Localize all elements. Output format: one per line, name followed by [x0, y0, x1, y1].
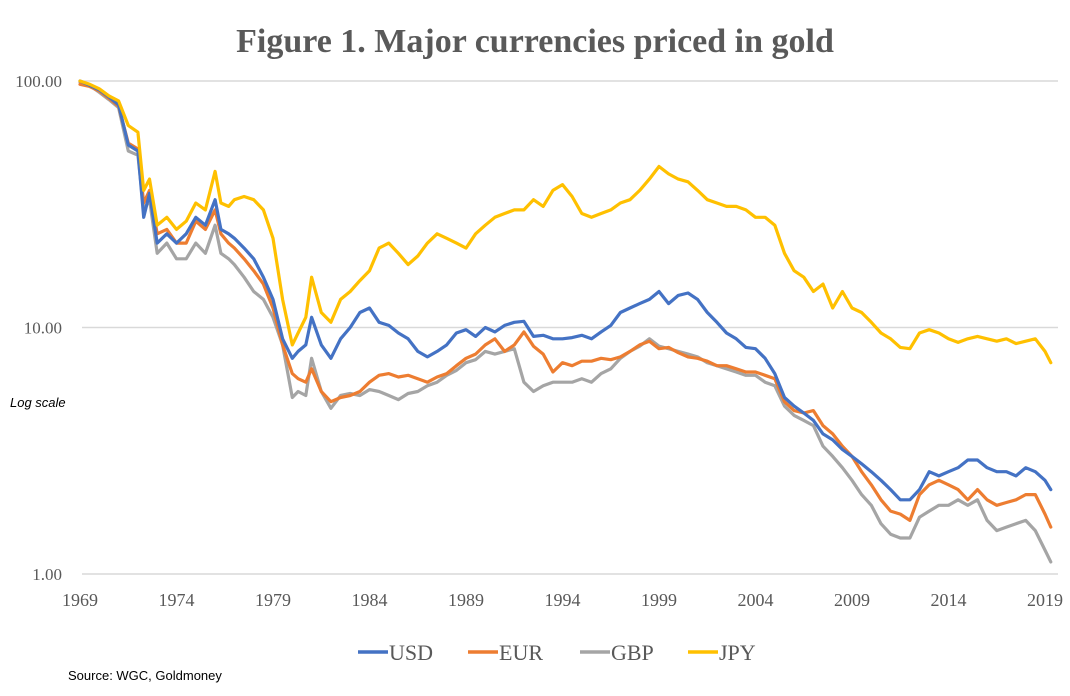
log-scale-annotation: Log scale	[10, 395, 66, 410]
legend-label: JPY	[719, 640, 756, 665]
legend-item-usd: USD	[358, 640, 433, 665]
series-line-jpy	[78, 79, 1053, 365]
legend-label: GBP	[611, 640, 654, 665]
series-line-eur	[78, 82, 1053, 529]
legend-item-eur: EUR	[468, 640, 543, 665]
x-tick-label: 1989	[448, 590, 484, 610]
legend-item-gbp: GBP	[580, 640, 654, 665]
y-tick-label: 10.00	[24, 319, 62, 338]
series-lines	[78, 79, 1053, 564]
legend: USD EUR GBP JPY	[358, 640, 756, 665]
x-tick-label: 1974	[159, 590, 195, 610]
y-tick-label: 100.00	[15, 72, 62, 91]
chart-title: Figure 1. Major currencies priced in gol…	[236, 23, 834, 60]
x-tick-label: 2014	[931, 590, 967, 610]
x-tick-label: 2009	[834, 590, 870, 610]
legend-label: USD	[389, 640, 433, 665]
x-tick-label: 1984	[352, 590, 388, 610]
y-axis-ticks: 100.00 10.00 1.00	[15, 72, 62, 584]
source-note: Source: WGC, Goldmoney	[68, 668, 222, 683]
x-tick-label: 1969	[62, 590, 98, 610]
gridlines	[82, 80, 1058, 575]
x-tick-label: 1994	[545, 590, 581, 610]
x-tick-label: 2019	[1027, 590, 1063, 610]
x-tick-label: 1979	[255, 590, 291, 610]
x-axis-ticks: 1969 1974 1979 1984 1989 1994 1999 2004 2009 2014…	[62, 590, 1063, 610]
x-tick-label: 2004	[738, 590, 774, 610]
legend-item-jpy: JPY	[688, 640, 756, 665]
x-tick-label: 1999	[641, 590, 677, 610]
legend-label: EUR	[499, 640, 543, 665]
series-line-usd	[78, 79, 1053, 502]
y-tick-label: 1.00	[32, 565, 62, 584]
series-line-gbp	[78, 80, 1053, 564]
